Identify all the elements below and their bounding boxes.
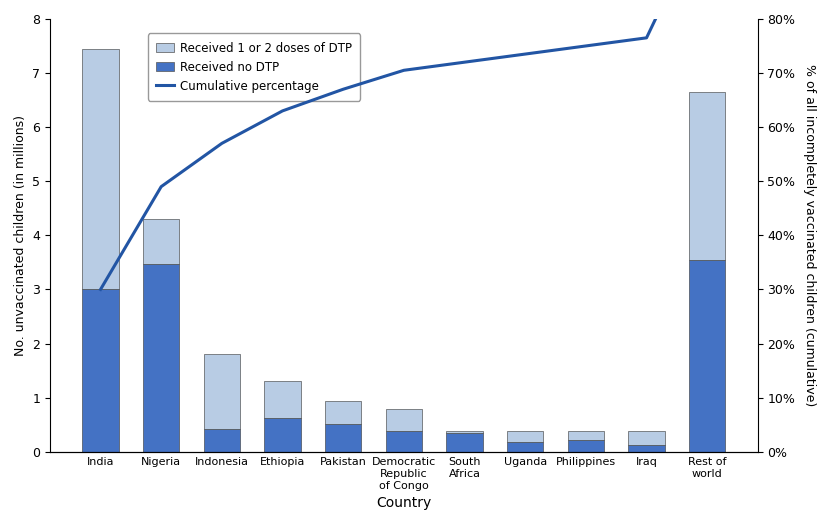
Bar [568,440,604,452]
Bar [628,445,665,452]
Legend: Received 1 or 2 doses of DTP, Received no DTP, Cumulative percentage: Received 1 or 2 doses of DTP, Received n… [148,34,360,101]
Bar [386,409,422,431]
Bar [447,431,483,433]
X-axis label: Country: Country [376,496,432,510]
Bar [203,429,240,452]
Bar [82,289,119,452]
Bar [568,431,604,440]
Y-axis label: % of all incompletely vaccinated children (cumulative): % of all incompletely vaccinated childre… [803,64,816,407]
Bar [689,260,725,452]
Bar [325,401,361,424]
Bar [82,49,119,289]
Bar [507,442,544,452]
Bar [264,418,300,452]
Bar [447,433,483,452]
Bar [325,424,361,452]
Bar [689,92,725,260]
Bar [386,431,422,452]
Bar [143,264,179,452]
Y-axis label: No. unvaccinated children (in millions): No. unvaccinated children (in millions) [14,115,27,356]
Bar [507,431,544,442]
Bar [203,354,240,429]
Bar [628,431,665,445]
Bar [264,381,300,418]
Bar [143,219,179,264]
